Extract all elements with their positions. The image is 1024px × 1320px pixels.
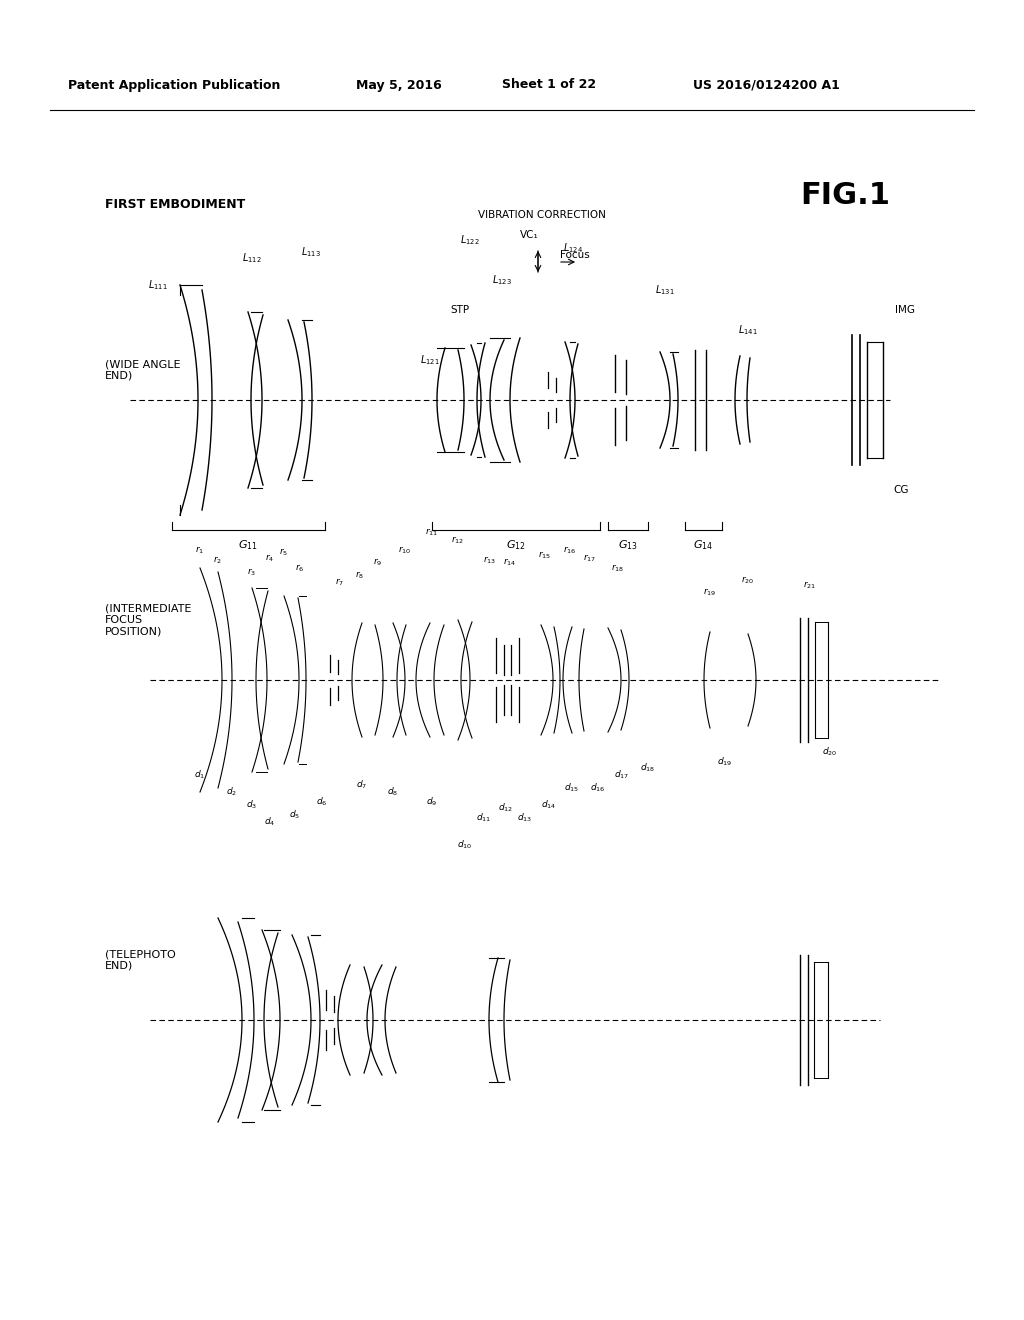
Text: $d_6$: $d_6$ bbox=[316, 796, 328, 808]
Text: IMG: IMG bbox=[895, 305, 915, 315]
Text: $r_{21}$: $r_{21}$ bbox=[804, 579, 816, 591]
Text: $r_{15}$: $r_{15}$ bbox=[539, 549, 552, 561]
Text: $L_{124}$: $L_{124}$ bbox=[563, 242, 583, 255]
Text: $L_{122}$: $L_{122}$ bbox=[460, 234, 479, 247]
Text: $G_{14}$: $G_{14}$ bbox=[693, 539, 713, 552]
Text: $d_1$: $d_1$ bbox=[195, 768, 206, 781]
Text: $r_{16}$: $r_{16}$ bbox=[563, 544, 577, 556]
Text: $d_{17}$: $d_{17}$ bbox=[614, 768, 630, 781]
Text: $d_8$: $d_8$ bbox=[387, 785, 398, 799]
Text: $d_5$: $d_5$ bbox=[290, 809, 301, 821]
Text: $L_{113}$: $L_{113}$ bbox=[301, 246, 321, 259]
Text: CG: CG bbox=[893, 484, 908, 495]
Text: $d_4$: $d_4$ bbox=[264, 816, 275, 828]
Text: $L_{123}$: $L_{123}$ bbox=[492, 273, 512, 286]
Text: $d_7$: $d_7$ bbox=[356, 779, 368, 791]
Text: FIG.1: FIG.1 bbox=[800, 181, 890, 210]
Text: $L_{121}$: $L_{121}$ bbox=[420, 354, 439, 367]
Text: $d_{20}$: $d_{20}$ bbox=[822, 746, 838, 758]
Text: Patent Application Publication: Patent Application Publication bbox=[68, 78, 281, 91]
Text: $r_{13}$: $r_{13}$ bbox=[483, 554, 497, 566]
Text: $L_{141}$: $L_{141}$ bbox=[738, 323, 758, 337]
Text: STP: STP bbox=[450, 305, 469, 315]
Text: $r_5$: $r_5$ bbox=[280, 546, 289, 558]
Text: $r_{19}$: $r_{19}$ bbox=[703, 586, 717, 598]
Text: $d_3$: $d_3$ bbox=[247, 799, 258, 812]
Text: $d_{11}$: $d_{11}$ bbox=[476, 812, 492, 824]
Text: FIRST EMBODIMENT: FIRST EMBODIMENT bbox=[105, 198, 246, 211]
Text: $G_{11}$: $G_{11}$ bbox=[239, 539, 258, 552]
Text: $d_{15}$: $d_{15}$ bbox=[564, 781, 580, 795]
Text: $G_{13}$: $G_{13}$ bbox=[618, 539, 638, 552]
Text: $r_9$: $r_9$ bbox=[374, 556, 383, 568]
Text: (TELEPHOTO
END): (TELEPHOTO END) bbox=[105, 949, 176, 970]
Text: (WIDE ANGLE
END): (WIDE ANGLE END) bbox=[105, 359, 180, 380]
Text: $r_2$: $r_2$ bbox=[213, 554, 222, 566]
Text: $L_{111}$: $L_{111}$ bbox=[148, 279, 168, 292]
Text: $d_9$: $d_9$ bbox=[426, 796, 437, 808]
Text: Focus: Focus bbox=[560, 249, 590, 260]
Text: $r_{14}$: $r_{14}$ bbox=[504, 556, 517, 568]
Text: $L_{112}$: $L_{112}$ bbox=[242, 251, 262, 265]
Text: $r_6$: $r_6$ bbox=[295, 562, 305, 574]
Text: $r_8$: $r_8$ bbox=[355, 569, 365, 581]
Text: $r_{18}$: $r_{18}$ bbox=[611, 562, 625, 574]
Text: $r_{17}$: $r_{17}$ bbox=[584, 552, 597, 564]
Text: $L_{131}$: $L_{131}$ bbox=[655, 282, 675, 297]
Text: $d_{10}$: $d_{10}$ bbox=[458, 838, 473, 851]
Text: $d_{19}$: $d_{19}$ bbox=[718, 756, 733, 768]
Text: $G_{12}$: $G_{12}$ bbox=[506, 539, 526, 552]
Text: $r_1$: $r_1$ bbox=[196, 544, 205, 556]
Text: $d_{12}$: $d_{12}$ bbox=[499, 801, 514, 814]
Text: (INTERMEDIATE
FOCUS
POSITION): (INTERMEDIATE FOCUS POSITION) bbox=[105, 603, 191, 636]
Text: May 5, 2016: May 5, 2016 bbox=[356, 78, 441, 91]
Text: $r_{11}$: $r_{11}$ bbox=[425, 527, 438, 537]
Text: $r_3$: $r_3$ bbox=[248, 566, 257, 578]
Text: Sheet 1 of 22: Sheet 1 of 22 bbox=[502, 78, 596, 91]
Text: $r_{12}$: $r_{12}$ bbox=[452, 535, 465, 545]
Text: VIBRATION CORRECTION: VIBRATION CORRECTION bbox=[478, 210, 606, 220]
Text: $d_{16}$: $d_{16}$ bbox=[590, 781, 606, 795]
Text: $d_{18}$: $d_{18}$ bbox=[640, 762, 655, 775]
Text: VC₁: VC₁ bbox=[520, 230, 539, 240]
Text: $d_2$: $d_2$ bbox=[226, 785, 238, 799]
Text: $r_4$: $r_4$ bbox=[265, 552, 274, 564]
Text: $d_{14}$: $d_{14}$ bbox=[542, 799, 557, 812]
Text: US 2016/0124200 A1: US 2016/0124200 A1 bbox=[693, 78, 840, 91]
Text: $r_{10}$: $r_{10}$ bbox=[398, 544, 412, 556]
Text: $r_7$: $r_7$ bbox=[336, 577, 345, 587]
Text: $r_{20}$: $r_{20}$ bbox=[741, 574, 755, 586]
Text: $d_{13}$: $d_{13}$ bbox=[517, 812, 532, 824]
